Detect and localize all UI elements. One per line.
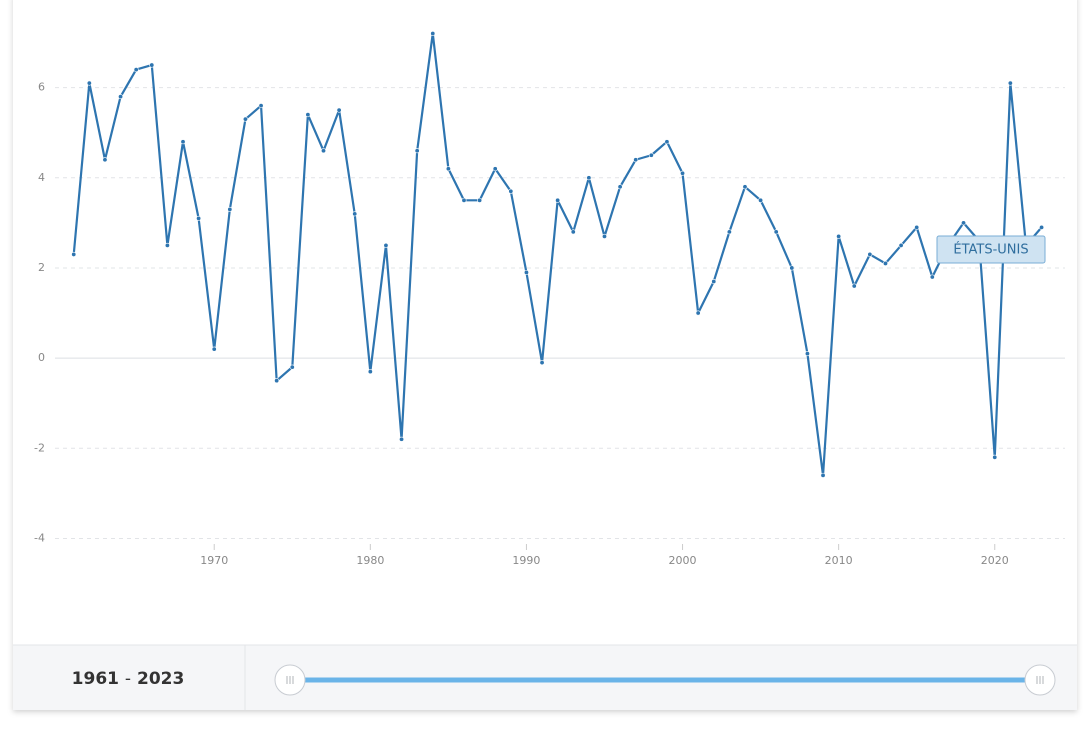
data-point <box>820 472 826 478</box>
data-point <box>804 351 810 357</box>
x-tick-label: 2020 <box>981 554 1009 567</box>
data-point <box>836 233 842 239</box>
data-point <box>851 283 857 289</box>
data-point <box>664 139 670 145</box>
data-point <box>352 211 358 217</box>
data-point <box>336 107 342 113</box>
y-tick-label: 6 <box>38 81 45 94</box>
data-point <box>289 364 295 370</box>
data-point <box>367 369 373 375</box>
data-point <box>242 116 248 122</box>
series-label: ÉTATS-UNIS <box>953 242 1028 258</box>
data-point <box>601 233 607 239</box>
x-tick-label: 1970 <box>200 554 228 567</box>
range-start: 1961 <box>72 669 119 689</box>
data-point <box>617 184 623 190</box>
data-point <box>867 251 873 257</box>
data-point <box>523 269 529 275</box>
data-point <box>695 310 701 316</box>
data-point <box>461 197 467 203</box>
data-point <box>133 67 139 73</box>
series-label-box <box>936 235 1046 264</box>
data-point <box>305 112 311 118</box>
data-point <box>914 224 920 230</box>
data-point <box>1039 224 1045 230</box>
x-tick-label: 2000 <box>669 554 697 567</box>
data-point <box>258 103 264 109</box>
data-point <box>882 260 888 266</box>
y-tick-label: -2 <box>34 441 45 454</box>
data-point <box>118 94 124 100</box>
data-point <box>633 157 639 163</box>
data-point <box>1007 80 1013 86</box>
y-tick-label: 0 <box>38 351 45 364</box>
data-point <box>758 197 764 203</box>
data-point <box>929 274 935 280</box>
data-point <box>742 184 748 190</box>
data-point <box>430 31 436 37</box>
x-tick-label: 2010 <box>825 554 853 567</box>
plot: -4 -2 0 2 4 6 1970 1980 1990 2000 2010 2020 ÉTATS-UN… <box>34 31 1065 567</box>
data-point <box>71 251 77 257</box>
handle-grips <box>286 676 1044 684</box>
data-point <box>992 454 998 460</box>
data-point <box>414 148 420 154</box>
data-point <box>196 215 202 221</box>
data-point <box>586 175 592 181</box>
data-point <box>539 360 545 366</box>
data-point <box>227 206 233 212</box>
range-label: 1961 - 2023 <box>72 669 185 689</box>
range-end: 2023 <box>137 669 184 689</box>
data-point <box>477 197 483 203</box>
data-point <box>274 378 280 384</box>
data-point <box>898 242 904 248</box>
data-point <box>383 242 389 248</box>
data-point <box>726 229 732 235</box>
data-point <box>149 62 155 68</box>
y-tick-label: -4 <box>34 531 45 544</box>
data-point <box>399 436 405 442</box>
data-point <box>164 242 170 248</box>
data-point <box>555 197 561 203</box>
data-point <box>102 157 108 163</box>
range-separator: - <box>125 669 131 689</box>
data-point <box>321 148 327 154</box>
x-tick-label: 1980 <box>356 554 384 567</box>
data-point <box>570 229 576 235</box>
x-tick-label: 1990 <box>512 554 540 567</box>
data-point <box>680 170 686 176</box>
data-point <box>180 139 186 145</box>
data-point <box>773 229 779 235</box>
data-point <box>211 346 217 352</box>
data-point <box>492 166 498 172</box>
data-point <box>789 265 795 271</box>
data-point <box>711 278 717 284</box>
data-point <box>508 188 514 194</box>
y-tick-label: 4 <box>38 171 45 184</box>
data-point <box>445 166 451 172</box>
data-point <box>961 220 967 226</box>
y-tick-label: 2 <box>38 261 45 274</box>
data-point <box>86 80 92 86</box>
card <box>13 0 1077 710</box>
data-point <box>648 152 654 158</box>
